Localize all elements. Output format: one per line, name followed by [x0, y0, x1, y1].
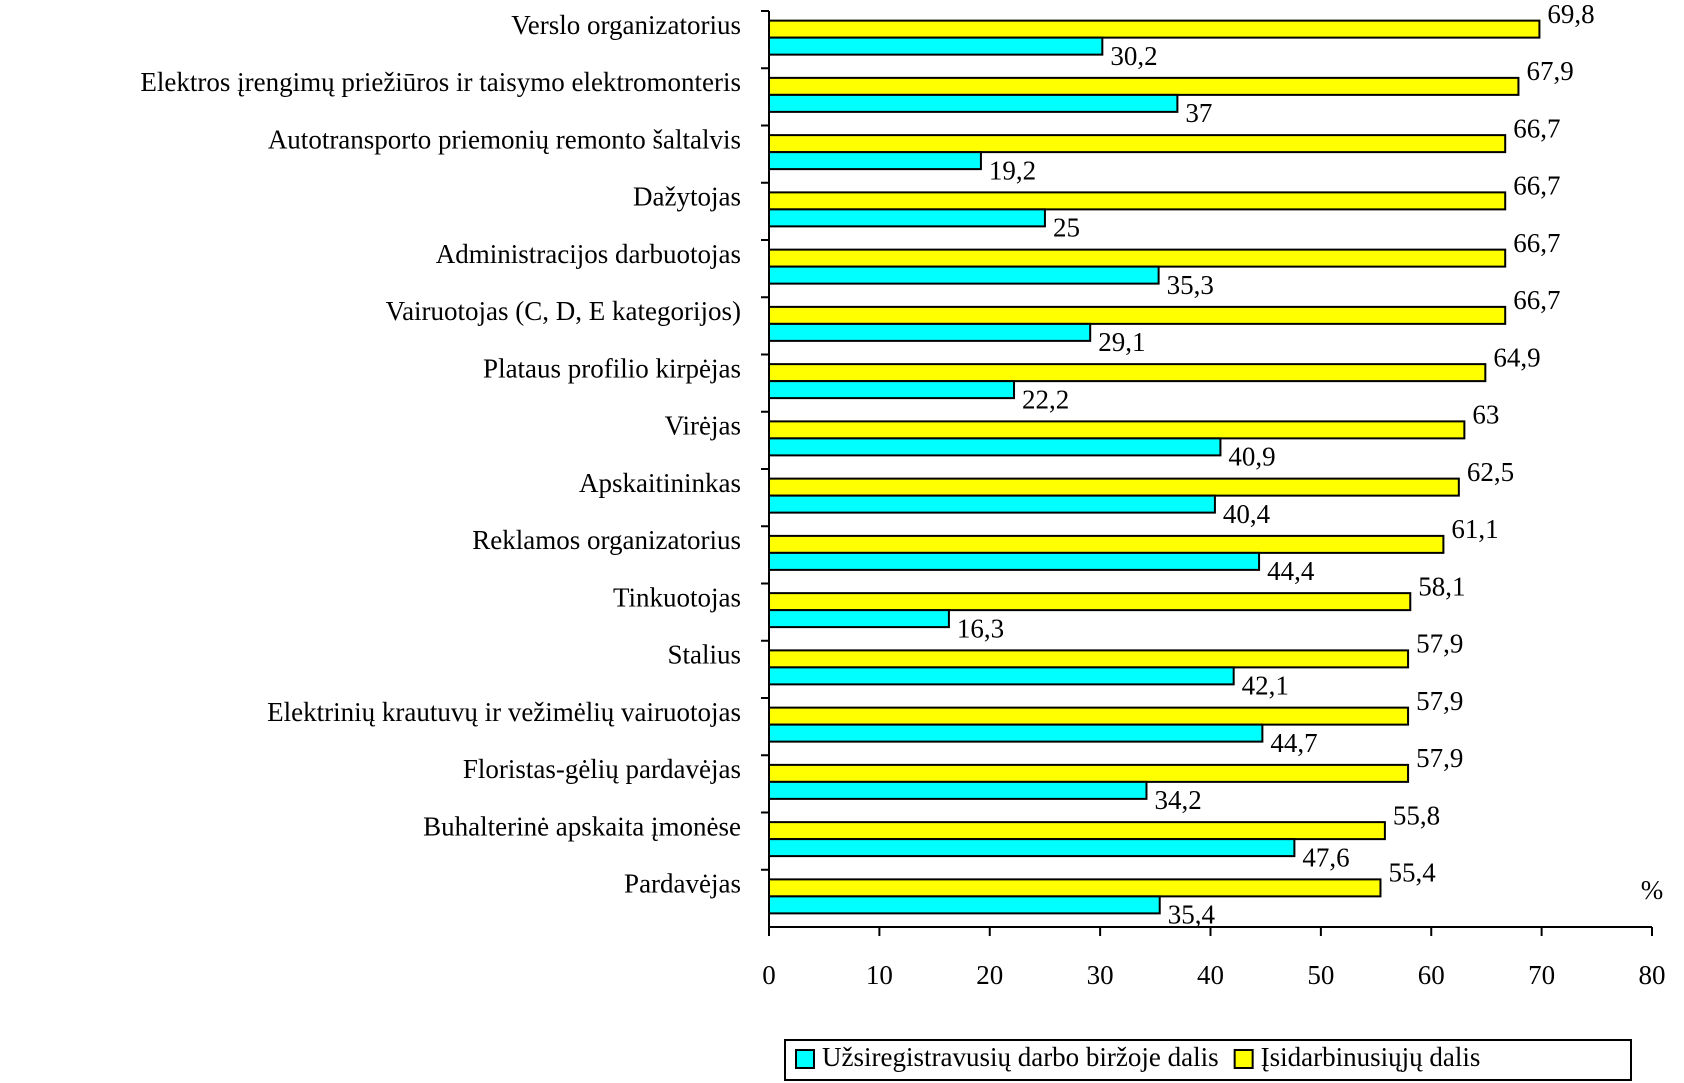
bar: [768, 322, 1092, 342]
value-label: 35,4: [1168, 900, 1216, 930]
bar: [768, 420, 1466, 440]
value-label: 64,9: [1493, 342, 1540, 372]
bar: [768, 895, 1161, 915]
bar: [768, 780, 1148, 800]
value-label: 35,3: [1167, 270, 1214, 300]
value-label: 62,5: [1467, 457, 1514, 487]
bar: [768, 609, 950, 629]
value-label: 19,2: [989, 155, 1036, 185]
value-label: 57,9: [1416, 686, 1463, 716]
value-label: 47,6: [1302, 842, 1349, 872]
y-tick-label: Administracijos darbuotojas: [436, 239, 741, 269]
value-label: 67,9: [1526, 56, 1573, 86]
bar: [768, 19, 1541, 39]
value-label: 57,9: [1416, 629, 1463, 659]
legend-label: Užsiregistravusių darbo biržoje dalis: [822, 1042, 1219, 1072]
value-label: 61,1: [1451, 514, 1498, 544]
bar: [768, 592, 1412, 612]
x-unit-label: %: [1641, 875, 1664, 905]
y-tick-label: Autotransporto priemonių remonto šaltalv…: [268, 124, 741, 154]
value-label: 55,4: [1388, 858, 1436, 888]
bar: [768, 878, 1382, 898]
x-tick-label: 0: [762, 960, 776, 990]
bar: [768, 363, 1487, 383]
bar: [768, 151, 982, 171]
x-tick-label: 80: [1639, 960, 1666, 990]
bar: [768, 305, 1507, 325]
y-tick-label: Vairuotojas (C, D, E kategorijos): [386, 296, 741, 326]
value-label: 42,1: [1242, 671, 1289, 701]
value-label: 34,2: [1154, 785, 1201, 815]
x-tick-label: 30: [1087, 960, 1114, 990]
value-label: 16,3: [957, 613, 1004, 643]
y-tick-label: Floristas-gėlių pardavėjas: [463, 754, 741, 784]
y-tick-label: Plataus profilio kirpėjas: [483, 353, 741, 383]
value-label: 44,7: [1270, 728, 1317, 758]
bar: [768, 76, 1520, 96]
value-label: 57,9: [1416, 743, 1463, 773]
value-label: 58,1: [1418, 571, 1465, 601]
value-label: 22,2: [1022, 384, 1069, 414]
bar: [768, 723, 1264, 743]
x-tick-label: 40: [1197, 960, 1224, 990]
y-tick-label: Elektrinių krautuvų ir vežimėlių vairuot…: [267, 697, 741, 727]
legend-swatch: [1233, 1049, 1254, 1069]
value-label: 63: [1472, 400, 1499, 430]
value-label: 66,7: [1513, 285, 1560, 315]
bar: [768, 36, 1104, 56]
value-label: 40,4: [1223, 499, 1271, 529]
bar: [768, 838, 1296, 858]
y-tick-label: Tinkuotojas: [613, 582, 741, 612]
y-tick-label: Reklamos organizatorius: [472, 525, 741, 555]
y-tick-label: Pardavėjas: [624, 869, 741, 899]
y-tick-label: Dažytojas: [633, 182, 741, 212]
x-tick-label: 50: [1307, 960, 1334, 990]
value-label: 44,4: [1267, 556, 1315, 586]
bar: [768, 265, 1160, 285]
x-tick-label: 10: [866, 960, 893, 990]
bar: [768, 649, 1410, 669]
bar: [768, 494, 1216, 514]
bar: [768, 191, 1507, 211]
bar: [768, 437, 1222, 457]
bar: [768, 666, 1235, 686]
bar: [768, 534, 1445, 554]
bar: [768, 93, 1179, 113]
legend-box: [784, 1039, 1632, 1081]
bar: [768, 551, 1261, 571]
value-label: 69,8: [1547, 0, 1594, 29]
y-tick-label: Apskaitininkas: [579, 468, 741, 498]
value-label: 37: [1185, 98, 1212, 128]
bar: [768, 134, 1507, 154]
value-label: 55,8: [1393, 800, 1440, 830]
bar: [768, 380, 1016, 400]
y-tick-label: Stalius: [667, 640, 741, 670]
y-tick-label: Verslo organizatorius: [511, 10, 741, 40]
x-tick-label: 70: [1528, 960, 1555, 990]
value-label: 66,7: [1513, 113, 1560, 143]
legend-swatch: [795, 1049, 815, 1069]
value-label: 25: [1053, 213, 1080, 243]
bar: [768, 248, 1507, 268]
legend-label: Įsidarbinusiųjų dalis: [1261, 1042, 1481, 1072]
bar: [768, 477, 1460, 497]
value-label: 29,1: [1098, 327, 1145, 357]
value-label: 66,7: [1513, 171, 1560, 201]
x-tick-label: 20: [976, 960, 1003, 990]
bar: [768, 763, 1410, 783]
y-tick-label: Elektros įrengimų priežiūros ir taisymo …: [140, 67, 741, 97]
bar: [768, 208, 1046, 228]
bar: [768, 706, 1410, 726]
value-label: 66,7: [1513, 228, 1560, 258]
value-label: 40,9: [1228, 442, 1275, 472]
bar: [768, 821, 1386, 841]
y-tick-label: Buhalterinė apskaita įmonėse: [423, 811, 741, 841]
y-tick-label: Virėjas: [665, 411, 741, 441]
value-label: 30,2: [1110, 41, 1157, 71]
x-tick-label: 60: [1418, 960, 1445, 990]
